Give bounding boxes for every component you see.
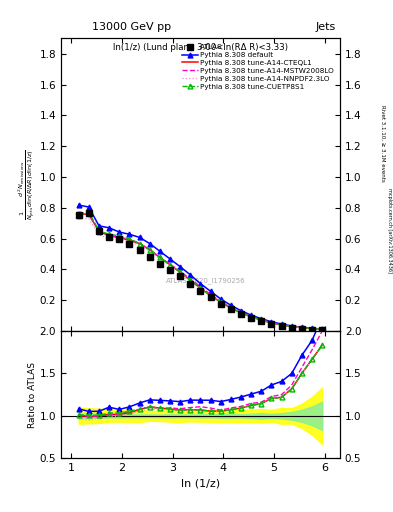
- Text: ATLAS_2020_I1790256: ATLAS_2020_I1790256: [166, 278, 246, 284]
- Y-axis label: Ratio to ATLAS: Ratio to ATLAS: [28, 361, 37, 428]
- Text: ln(1/z) (Lund plane 3.00<ln(RΔ R)<3.33): ln(1/z) (Lund plane 3.00<ln(RΔ R)<3.33): [113, 43, 288, 52]
- Text: Rivet 3.1.10, ≥ 3.1M events: Rivet 3.1.10, ≥ 3.1M events: [381, 105, 386, 182]
- Text: 13000 GeV pp: 13000 GeV pp: [92, 22, 171, 32]
- Legend: ATLAS, Pythia 8.308 default, Pythia 8.308 tune-A14-CTEQL1, Pythia 8.308 tune-A14: ATLAS, Pythia 8.308 default, Pythia 8.30…: [180, 42, 336, 92]
- X-axis label: ln (1/z): ln (1/z): [181, 479, 220, 488]
- Text: Jets: Jets: [316, 22, 336, 32]
- Y-axis label: $\frac{1}{N_\mathrm{jets}}\frac{d^2 N_\mathrm{emissions}}{d\ln(R/\Delta R)\,d\ln: $\frac{1}{N_\mathrm{jets}}\frac{d^2 N_\m…: [16, 149, 37, 220]
- Text: mcplots.cern.ch [arXiv:1306.3436]: mcplots.cern.ch [arXiv:1306.3436]: [387, 188, 391, 273]
